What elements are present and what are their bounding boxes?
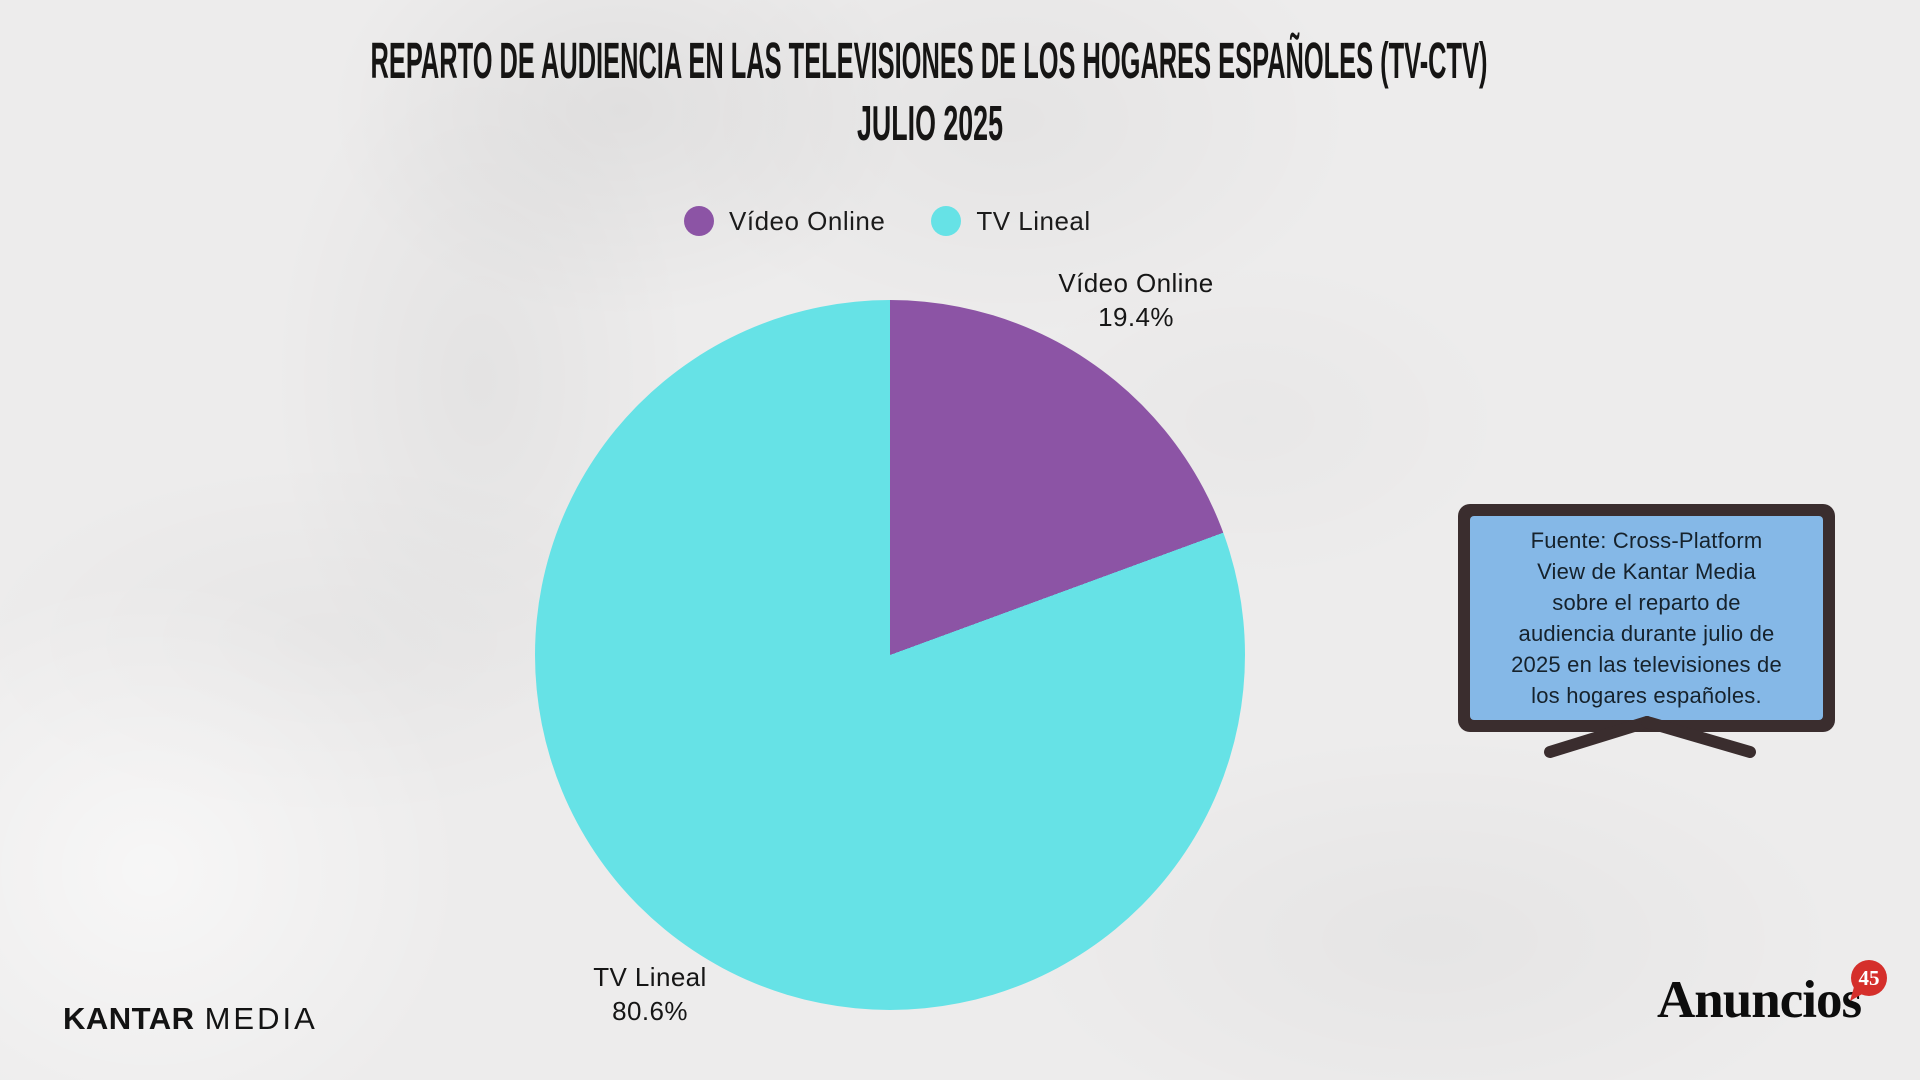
source-text-line: Fuente: Cross-Platform <box>1530 528 1763 553</box>
legend-swatch-tv-lineal-icon <box>931 206 962 236</box>
source-text-line: sobre el reparto de <box>1552 590 1741 615</box>
tv-stand-icon <box>1544 716 1756 758</box>
anuncios-badge-number: 45 <box>1858 965 1880 990</box>
pie-label-video-online-pct: 19.4% <box>1098 302 1174 332</box>
anuncios-badge-45: 45 <box>1851 960 1887 996</box>
pie-chart <box>535 300 1245 1010</box>
chart-title-line2: JULIO 2025 <box>857 97 1003 151</box>
tv-source-box: Fuente: Cross-Platform View de Kantar Me… <box>1458 504 1835 732</box>
legend-label-video-online: Vídeo Online <box>729 205 886 236</box>
source-text-line: View de Kantar Media <box>1537 559 1756 584</box>
legend-item-tv-lineal: TV Lineal <box>931 206 1090 237</box>
kantar-logo-word: KANTAR <box>63 1001 195 1037</box>
source-text-line: 2025 en las televisiones de <box>1511 652 1782 677</box>
source-text-line: los hogares españoles. <box>1531 683 1762 708</box>
legend-label-tv-lineal: TV Lineal <box>976 205 1091 236</box>
legend-swatch-video-online-icon <box>684 206 714 236</box>
pie-label-tv-lineal: TV Lineal 80.6% <box>593 960 706 1028</box>
pie-label-tv-lineal-name: TV Lineal <box>593 962 707 992</box>
anuncios-logo-text: Anuncios <box>1657 971 1862 1029</box>
kantar-media-logo: KANTAR MEDIA <box>63 1001 318 1037</box>
pie-label-video-online: Vídeo Online 19.4% <box>1058 266 1213 334</box>
media-logo-word: MEDIA <box>204 1001 318 1036</box>
legend: Vídeo Online TV Lineal <box>684 205 1091 237</box>
pie-label-tv-lineal-pct: 80.6% <box>612 996 688 1026</box>
kantar-logo-text: KANTAR <box>63 1001 195 1036</box>
anuncios-logo: Anuncios 45 <box>1657 940 1907 1040</box>
legend-item-video-online: Vídeo Online <box>684 206 885 237</box>
chart-title-block: REPARTO DE AUDIENCIA EN LAS TELEVISIONES… <box>371 31 1488 151</box>
tv-screen: Fuente: Cross-Platform View de Kantar Me… <box>1470 516 1823 720</box>
source-text-line: audiencia durante julio de <box>1518 621 1775 646</box>
pie-label-video-online-name: Vídeo Online <box>1058 268 1214 298</box>
chart-title-line1: REPARTO DE AUDIENCIA EN LAS TELEVISIONES… <box>371 31 1488 89</box>
